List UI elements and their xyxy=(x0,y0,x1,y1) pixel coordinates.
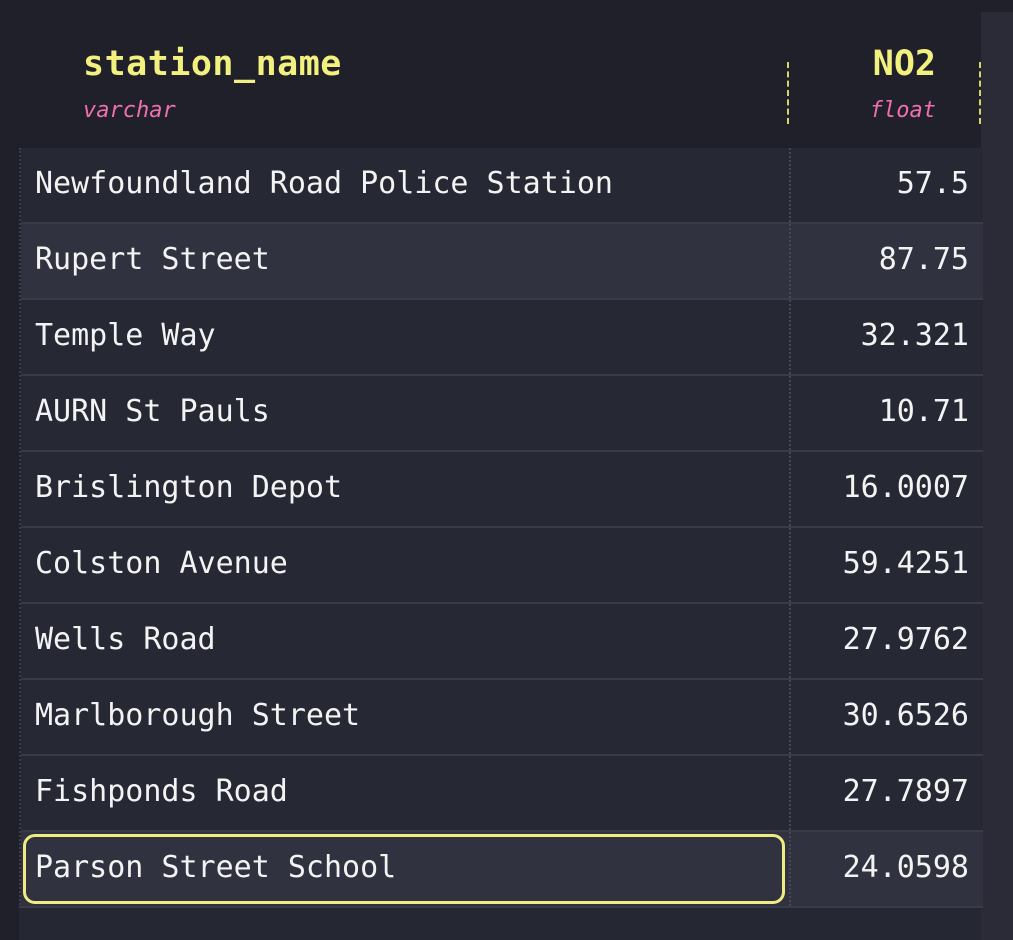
cell-station-name[interactable]: Temple Way xyxy=(21,300,791,374)
table-row[interactable]: Wells Road 27.9762 xyxy=(21,604,983,680)
cell-station-name[interactable]: Brislington Depot xyxy=(21,452,791,526)
vertical-scrollbar[interactable] xyxy=(981,12,1013,940)
cell-no2[interactable]: 27.9762 xyxy=(842,622,969,657)
cell-no2[interactable]: 87.75 xyxy=(878,242,969,277)
cell-no2[interactable]: 57.5 xyxy=(896,166,969,201)
cell-no2[interactable]: 10.71 xyxy=(878,394,969,429)
cell-station-name[interactable]: Colston Avenue xyxy=(21,528,791,602)
cell-station-name[interactable]: Newfoundland Road Police Station xyxy=(21,148,791,222)
cell-station-name[interactable]: AURN St Pauls xyxy=(21,376,791,450)
table-row[interactable]: Parson Street School 24.0598 xyxy=(21,832,983,908)
table-row[interactable]: Colston Avenue 59.4251 xyxy=(21,528,983,604)
cell-no2[interactable]: 30.6526 xyxy=(842,698,969,733)
cell-no2[interactable]: 32.321 xyxy=(860,318,969,353)
cell-no2[interactable]: 27.7897 xyxy=(842,774,969,809)
table-row[interactable]: AURN St Pauls 10.71 xyxy=(21,376,983,452)
data-table: Newfoundland Road Police Station 57.5 Rupe… xyxy=(19,148,983,908)
table-row[interactable]: Temple Way 32.321 xyxy=(21,300,983,376)
cell-station-name[interactable]: Parson Street School xyxy=(21,832,791,906)
table-row[interactable]: Rupert Street 87.75 xyxy=(21,224,983,300)
cell-no2[interactable]: 24.0598 xyxy=(842,850,969,885)
table-row[interactable]: Newfoundland Road Police Station 57.5 xyxy=(21,148,983,224)
cell-station-name[interactable]: Wells Road xyxy=(21,604,791,678)
column-resize-handle[interactable] xyxy=(979,62,981,124)
column-type-station-name: varchar xyxy=(83,98,176,123)
table-header: station_name varchar NO2 float xyxy=(19,0,981,148)
column-type-no2: float xyxy=(869,98,936,123)
cell-station-name[interactable]: Rupert Street xyxy=(21,224,791,298)
cell-no2[interactable]: 59.4251 xyxy=(842,546,969,581)
column-header-no2[interactable]: NO2 xyxy=(872,44,936,84)
column-resize-handle[interactable] xyxy=(787,62,789,124)
cell-no2[interactable]: 16.0007 xyxy=(842,470,969,505)
table-row[interactable]: Fishponds Road 27.7897 xyxy=(21,756,983,832)
table-row[interactable]: Marlborough Street 30.6526 xyxy=(21,680,983,756)
cell-station-name[interactable]: Marlborough Street xyxy=(21,680,791,754)
column-header-station-name[interactable]: station_name xyxy=(83,44,342,84)
table-row[interactable]: Brislington Depot 16.0007 xyxy=(21,452,983,528)
cell-station-name[interactable]: Fishponds Road xyxy=(21,756,791,830)
